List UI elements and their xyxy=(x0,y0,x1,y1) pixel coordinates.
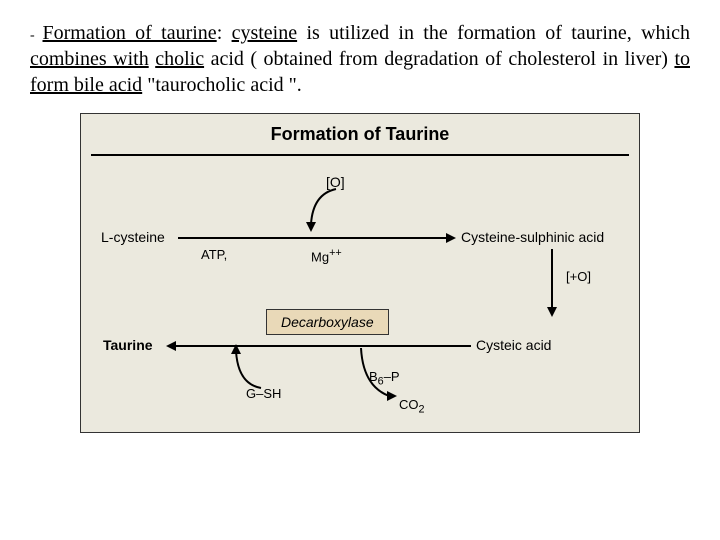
label-b6p: B6–P xyxy=(369,369,400,388)
arrow-csa-to-cysteic xyxy=(551,249,553,309)
arrowhead-lcys-to-csa xyxy=(446,233,456,243)
lead-dash: - xyxy=(30,28,43,43)
text-colon: : xyxy=(217,22,232,44)
mg-sup: ++ xyxy=(329,247,342,259)
arrowhead-csa-to-cysteic xyxy=(547,307,557,317)
text-8: acid ( obtained from degradation of chol… xyxy=(204,48,674,70)
b6-p: –P xyxy=(384,369,400,384)
text-cysteine: cysteine xyxy=(232,22,298,44)
label-gsh: G–SH xyxy=(246,386,281,401)
title-divider xyxy=(91,154,629,156)
label-mg: Mg++ xyxy=(311,247,342,264)
arrowhead-cysteic-to-taurine xyxy=(166,341,176,351)
mg-text: Mg xyxy=(311,249,329,264)
text-combines: combines with xyxy=(30,48,149,70)
text-4: is utilized in the formation of taurine,… xyxy=(297,22,690,44)
curve-o-arrow xyxy=(301,184,361,234)
description-paragraph: - Formation of taurine: cysteine is util… xyxy=(30,20,690,98)
text-cholic: cholic xyxy=(155,48,204,70)
label-cysteic: Cysteic acid xyxy=(476,337,551,353)
label-atp: ATP, xyxy=(201,247,227,262)
co2-co: CO xyxy=(399,397,419,412)
taurine-diagram: Formation of Taurine [O] L-cysteine ATP,… xyxy=(80,113,640,433)
label-csa: Cysteine-sulphinic acid xyxy=(461,229,604,245)
diagram-container: Formation of Taurine [O] L-cysteine ATP,… xyxy=(80,113,640,433)
b6-b: B xyxy=(369,369,378,384)
label-plus-o: [+O] xyxy=(566,269,591,284)
label-taurine: Taurine xyxy=(103,337,153,353)
arrow-cysteic-to-taurine xyxy=(176,345,471,347)
decarboxylase-box: Decarboxylase xyxy=(266,309,389,335)
label-lcysteine: L-cysteine xyxy=(101,229,165,245)
diagram-title: Formation of Taurine xyxy=(81,114,639,153)
label-co2: CO2 xyxy=(399,397,425,416)
text-formation: Formation of taurine xyxy=(43,22,217,44)
co2-2: 2 xyxy=(419,404,425,416)
text-10: "taurocholic acid ". xyxy=(142,74,302,96)
arrow-lcys-to-csa xyxy=(178,237,448,239)
